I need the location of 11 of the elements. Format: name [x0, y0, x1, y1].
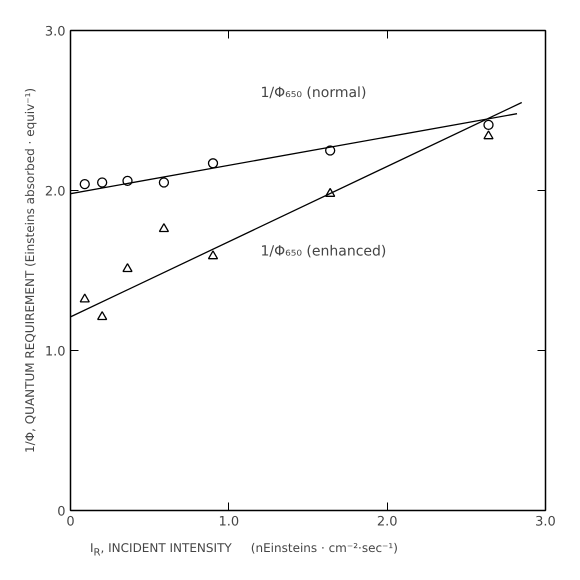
x-tick-label: 2.0 — [376, 514, 398, 530]
y-axis-title: 1/Φ, QUANTUM REQUIREMENT (Einsteins absorbed · equiv⁻¹) — [22, 88, 37, 454]
y-tick-label: 1.0 — [44, 344, 66, 360]
annotation: 1/Φ₆₅₀ (enhanced) — [260, 243, 386, 260]
annotation: 1/Φ₆₅₀ (normal) — [260, 84, 366, 101]
y-tick-label: 0 — [57, 504, 66, 520]
x-tick-label: 3.0 — [535, 514, 556, 530]
y-tick-label: 3.0 — [44, 24, 66, 40]
y-tick-label: 2.0 — [44, 184, 66, 200]
x-tick-label: 1.0 — [218, 514, 240, 530]
x-axis-title: I$_{R}$, INCIDENT INTENSITY (nEinsteins · cm⁻²·sec⁻¹) — [90, 540, 398, 560]
